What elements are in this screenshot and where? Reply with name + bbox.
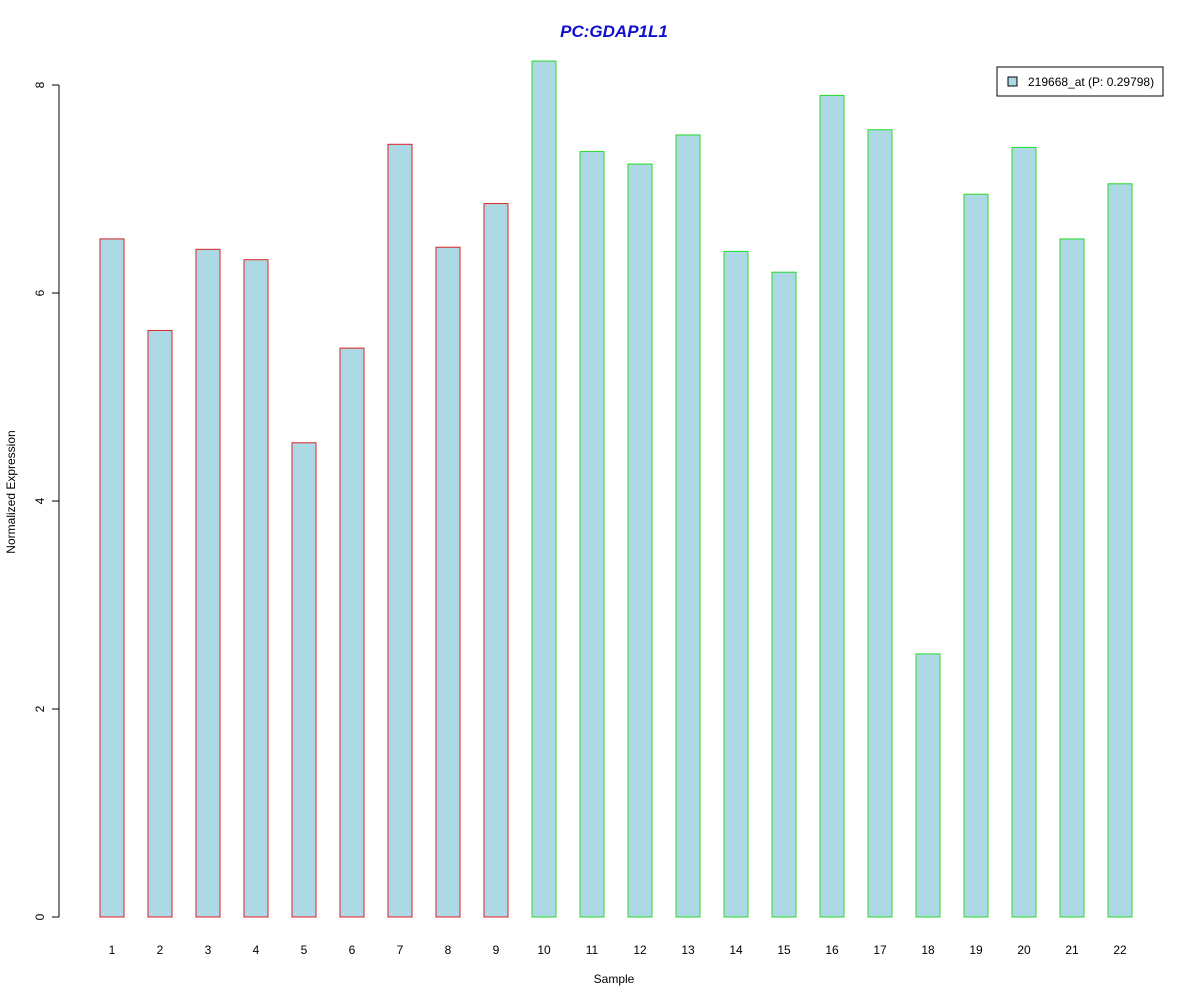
x-tick-label: 4 [253, 943, 260, 957]
x-tick-label: 1 [109, 943, 116, 957]
x-tick-label: 21 [1065, 943, 1079, 957]
x-tick-label: 8 [445, 943, 452, 957]
bar-sample-5 [291, 442, 317, 918]
x-tick-label: 18 [921, 943, 935, 957]
bar-sample-18 [915, 653, 941, 918]
bar-sample-8 [435, 246, 461, 918]
x-tick-label: 11 [586, 943, 599, 957]
x-tick-label: 5 [301, 943, 308, 957]
chart-title: PC:GDAP1L1 [560, 22, 668, 41]
x-axis-label: Sample [594, 972, 635, 986]
x-tick-label: 17 [873, 943, 887, 957]
y-tick-label: 4 [33, 497, 47, 504]
y-tick-label: 8 [33, 81, 47, 88]
y-tick-label: 2 [33, 705, 47, 712]
bar-sample-10 [531, 60, 557, 918]
y-tick-label: 6 [33, 289, 47, 296]
x-tick-label: 12 [633, 943, 647, 957]
bar-sample-7 [387, 143, 413, 918]
bar-sample-13 [675, 134, 701, 918]
bar-sample-20 [1011, 146, 1037, 918]
x-tick-label: 7 [397, 943, 404, 957]
bar-sample-1 [99, 238, 125, 918]
x-tick-label: 15 [777, 943, 791, 957]
y-tick-label: 0 [33, 913, 47, 920]
x-tick-label: 9 [493, 943, 500, 957]
x-tick-label: 13 [681, 943, 695, 957]
bar-sample-17 [867, 129, 893, 918]
x-tick-label: 19 [969, 943, 983, 957]
bar-sample-16 [819, 94, 845, 918]
y-axis: 0 2 4 6 8 [33, 81, 60, 920]
x-tick-label: 14 [729, 943, 743, 957]
bar-sample-4 [243, 259, 269, 918]
bar-sample-2 [147, 329, 173, 918]
bar-sample-14 [723, 250, 749, 918]
bar-sample-19 [963, 193, 989, 918]
bar-sample-22 [1107, 183, 1133, 918]
legend: 219668_at (P: 0.29798) [996, 66, 1164, 97]
legend-entry-label: 219668_at (P: 0.29798) [1028, 75, 1154, 89]
bar-sample-6 [339, 347, 365, 918]
x-tick-labels: 1 2 3 4 5 6 7 8 9 10 11 12 13 14 15 16 17 18 19 20 21 22 [109, 943, 1127, 957]
x-tick-label: 22 [1113, 943, 1127, 957]
legend-swatch [1007, 76, 1018, 87]
legend-box [996, 66, 1164, 97]
y-axis-label: Normalized Expression [4, 430, 18, 553]
bar-sample-3 [195, 248, 221, 918]
x-tick-label: 20 [1017, 943, 1031, 957]
x-tick-label: 6 [349, 943, 356, 957]
x-tick-label: 2 [157, 943, 164, 957]
x-tick-label: 3 [205, 943, 212, 957]
bar-sample-15 [771, 271, 797, 918]
x-tick-label: 10 [537, 943, 551, 957]
bar-sample-12 [627, 163, 653, 918]
x-tick-label: 16 [825, 943, 839, 957]
bar-sample-9 [483, 203, 509, 918]
bar-sample-21 [1059, 238, 1085, 918]
bar-sample-11 [579, 151, 605, 918]
bars-group [99, 60, 1133, 918]
